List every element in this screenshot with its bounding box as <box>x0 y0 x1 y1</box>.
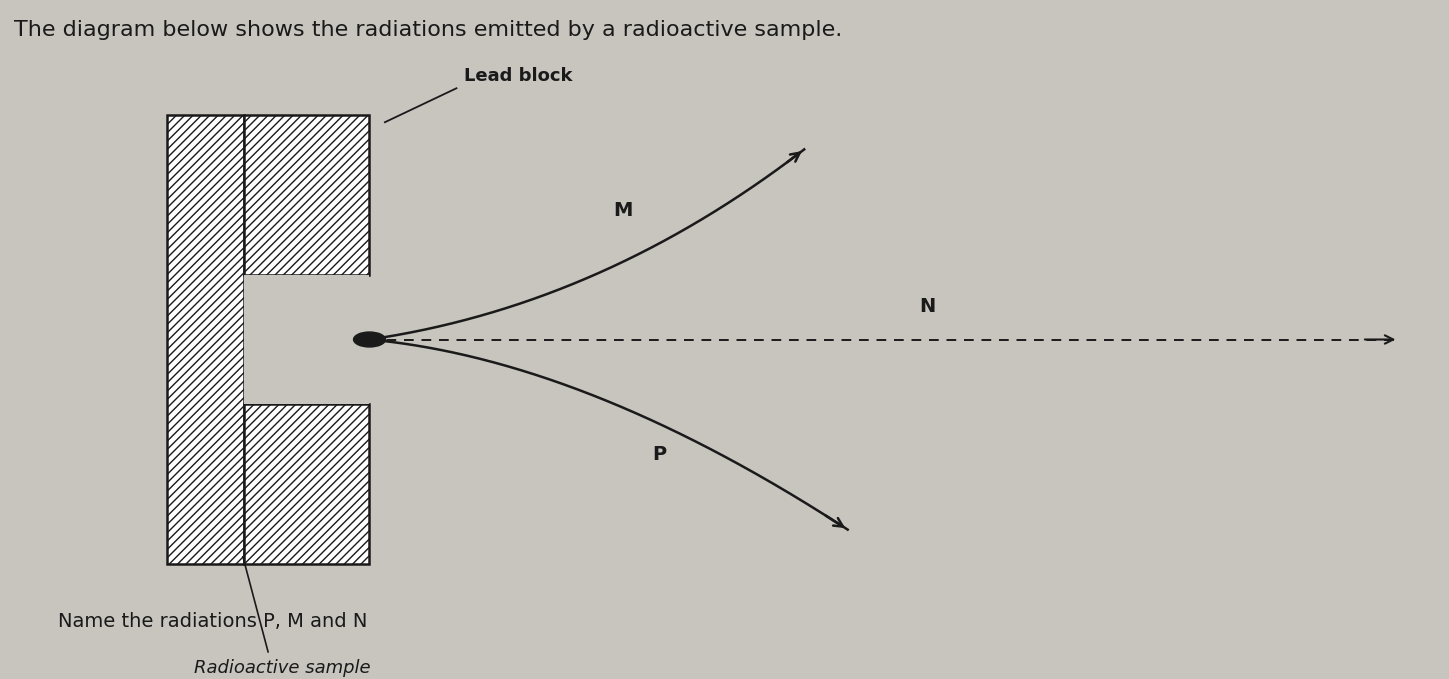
Text: The diagram below shows the radiations emitted by a radioactive sample.: The diagram below shows the radiations e… <box>14 20 843 40</box>
Text: P: P <box>652 445 667 464</box>
Text: Name the radiations P, M and N: Name the radiations P, M and N <box>58 612 368 631</box>
Text: M: M <box>613 201 633 220</box>
Bar <box>243 115 369 275</box>
Bar <box>167 115 243 564</box>
Bar <box>243 275 369 404</box>
Circle shape <box>354 332 385 347</box>
Bar <box>243 404 369 564</box>
Text: N: N <box>919 297 936 316</box>
Text: Lead block: Lead block <box>464 67 572 85</box>
Text: Radioactive sample: Radioactive sample <box>194 659 371 677</box>
